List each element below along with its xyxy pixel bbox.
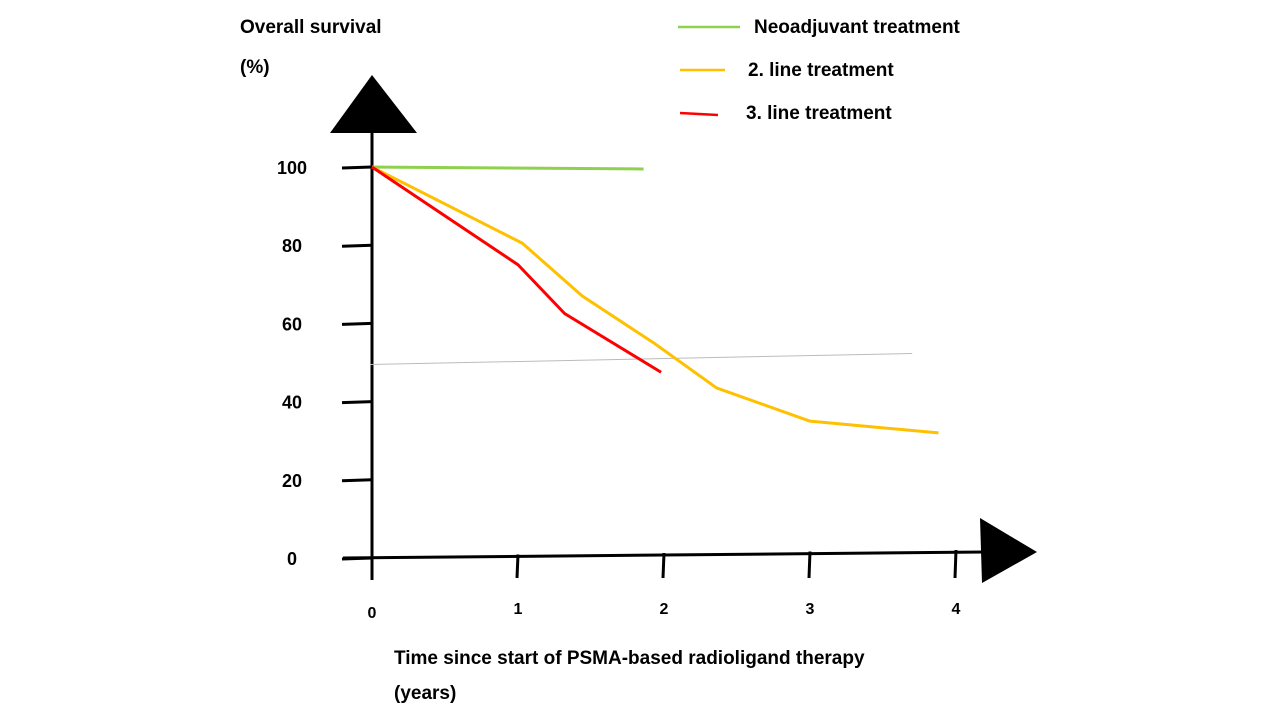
- y-tick-label: 0: [287, 549, 297, 569]
- x-tick: [661, 552, 666, 579]
- y-tick: [341, 556, 373, 561]
- y-tick-label: 20: [282, 471, 302, 491]
- legend-label-neoadjuvant-treatment: Neoadjuvant treatment: [754, 17, 961, 38]
- x-tick: [515, 554, 520, 579]
- y-tick-label: 100: [277, 158, 307, 178]
- y-tick-label: 60: [282, 314, 302, 334]
- x-tick-label: 2: [660, 601, 669, 618]
- y-tick: [341, 165, 373, 170]
- x-tick-label: 1: [514, 601, 523, 618]
- y-tick: [341, 321, 373, 326]
- x-tick-label: 0: [368, 605, 377, 622]
- series-line-3-line-treatment: [371, 165, 662, 374]
- y-tick-label: 40: [282, 393, 302, 413]
- x-tick: [807, 551, 812, 579]
- x-tick-label: 3: [806, 601, 815, 618]
- legend-swatch-3-line-treatment: [679, 111, 719, 117]
- legend-label-2-line-treatment: 2. line treatment: [748, 60, 894, 81]
- legend-label-3-line-treatment: 3. line treatment: [746, 103, 892, 124]
- y-axis-label: Overall survival: [240, 17, 382, 38]
- x-axis-unit: (years): [394, 683, 456, 704]
- y-tick-label: 80: [282, 236, 302, 256]
- series-line-neoadjuvant-treatment: [371, 165, 644, 171]
- y-tick: [341, 400, 373, 405]
- x-tick: [953, 549, 958, 579]
- y-axis-unit: (%): [240, 57, 270, 78]
- y-tick: [341, 243, 373, 248]
- y-tick: [341, 478, 373, 483]
- y-axis-arrow-icon: [330, 75, 417, 133]
- series-line-2-line-treatment: [371, 165, 939, 435]
- x-axis-label: Time since start of PSMA-based radioliga…: [394, 648, 865, 669]
- x-axis-arrow-icon: [980, 518, 1037, 583]
- x-tick-label: 4: [952, 601, 961, 618]
